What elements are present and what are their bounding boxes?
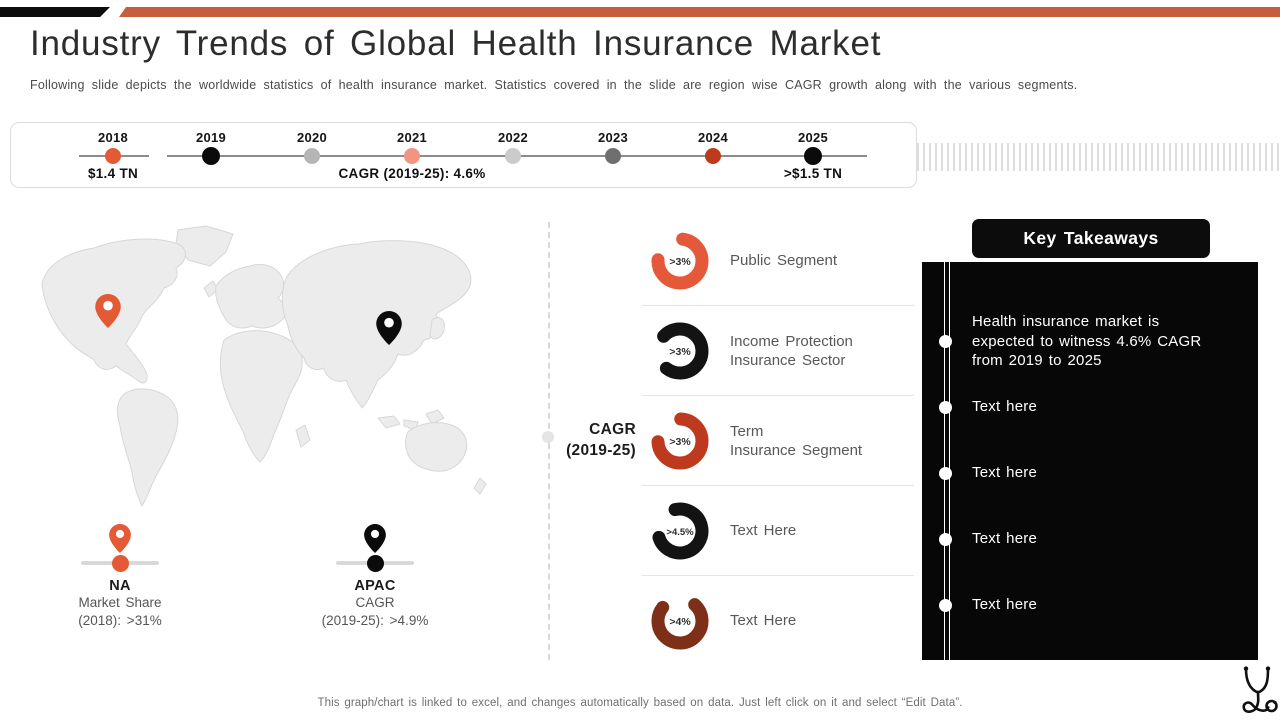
donut-label: Term Insurance Segment xyxy=(730,422,863,459)
legend-apac: APAC CAGR (2019-25): >4.9% xyxy=(285,524,465,629)
timeline-cagr-label: CAGR (2019-25): 4.6% xyxy=(338,166,486,181)
donut-value: >3% xyxy=(669,346,691,358)
divider-dot xyxy=(542,431,554,443)
cagr-group-label: CAGR (2019-25) xyxy=(566,421,636,459)
timeline-year: 2023 xyxy=(597,130,629,145)
donut-chart-icon: >4.5% xyxy=(651,502,709,559)
donut-label: Public Segment xyxy=(730,252,838,269)
donut-chart-icon: >4% xyxy=(651,592,709,649)
timeline-year: 2019 xyxy=(195,130,227,145)
map-japan xyxy=(429,317,445,340)
legend-region-name: APAC xyxy=(354,578,396,594)
key-takeaways-panel: Health insurance market is expected to w… xyxy=(922,262,1258,660)
map-greenland xyxy=(175,225,234,267)
timeline-start-value: $1.4 TN xyxy=(87,166,139,181)
timeline-dot-2025 xyxy=(804,147,822,165)
location-pin-na-icon xyxy=(95,294,121,328)
page-subtitle: Following slide depicts the worldwide st… xyxy=(30,78,1078,92)
legend-stat: CAGR (2019-25): >4.9% xyxy=(321,595,429,628)
location-pin-icon xyxy=(364,524,386,553)
accent-bar-orange xyxy=(119,7,1280,17)
map-madagascar xyxy=(295,424,311,448)
bullet-dot xyxy=(939,334,952,348)
map-indonesia xyxy=(425,409,445,425)
timeline-dot-2018 xyxy=(105,148,121,164)
donut-chart-icon: >3% xyxy=(651,412,709,469)
donut-row-term-insurance: >3% Term Insurance Segment xyxy=(642,396,914,486)
map-new-zealand xyxy=(473,477,487,495)
donut-label: Text Here xyxy=(730,612,797,629)
legend-line xyxy=(336,554,414,572)
map-south-america xyxy=(116,388,179,507)
legend-line xyxy=(81,554,159,572)
bullet-dot xyxy=(939,598,952,612)
donut-row-public-segment: >3% Public Segment xyxy=(642,216,914,306)
takeaway-item: Health insurance market is expected to w… xyxy=(972,313,1202,369)
takeaway-item: Text here xyxy=(972,596,1037,613)
timeline-dot-2021 xyxy=(404,148,420,164)
takeaway-item: Text here xyxy=(972,398,1037,415)
donut-chart-icon: >3% xyxy=(651,322,709,379)
donut-label: Text Here xyxy=(730,522,797,539)
donut-value: >4% xyxy=(669,616,691,628)
takeaway-item: Text here xyxy=(972,530,1037,547)
donut-row-text-here-1: >4.5% Text Here xyxy=(642,486,914,576)
timeline-dot-2023 xyxy=(605,148,621,164)
timeline-dot-2019 xyxy=(202,147,220,165)
map-europe xyxy=(215,263,286,329)
page-title: Industry Trends of Global Health Insuran… xyxy=(30,24,882,63)
key-takeaways-header: Key Takeaways xyxy=(972,219,1210,258)
takeaways-rail xyxy=(944,262,950,660)
donut-value: >4.5% xyxy=(666,527,694,538)
map-africa xyxy=(219,330,303,463)
timeline-dot-2024 xyxy=(705,148,721,164)
map-australia xyxy=(404,422,468,472)
takeaway-item: Text here xyxy=(972,464,1037,481)
donut-value: >3% xyxy=(669,256,691,268)
world-map xyxy=(41,225,487,507)
bullet-dot xyxy=(939,532,952,546)
decorative-stripes xyxy=(917,143,1280,171)
legend-dot xyxy=(111,554,129,572)
donut-chart-icon: >3% xyxy=(651,232,709,289)
legend-region-name: NA xyxy=(109,578,131,594)
location-pin-icon xyxy=(109,524,131,553)
timeline-year: 2025 xyxy=(797,130,829,145)
legend-dot xyxy=(366,554,384,572)
donut-row-text-here-2: >4% Text Here xyxy=(642,576,914,665)
map-indonesia xyxy=(377,415,401,429)
stethoscope-icon xyxy=(1242,666,1278,713)
timeline-year: 2024 xyxy=(697,130,729,145)
accent-bar-black xyxy=(0,7,110,17)
timeline-year: 2021 xyxy=(396,130,428,145)
timeline-dot-2022 xyxy=(505,148,521,164)
location-pin-apac-icon xyxy=(376,311,402,345)
bullet-dot xyxy=(939,400,952,414)
timeline-year: 2020 xyxy=(296,130,328,145)
footer-note: This graph/chart is linked to excel, and… xyxy=(317,697,963,709)
donut-row-income-protection: >3% Income Protection Insurance Sector xyxy=(642,306,914,396)
legend-stat: Market Share (2018): >31% xyxy=(78,595,162,628)
donut-value: >3% xyxy=(669,436,691,448)
timeline-end-value: >$1.5 TN xyxy=(783,166,843,181)
timeline-year: 2022 xyxy=(497,130,529,145)
timeline-year: 2018 xyxy=(97,130,129,145)
timeline-dot-2020 xyxy=(304,148,320,164)
timeline: 2018 2019 2020 2021 2022 2023 2024 2025 … xyxy=(10,122,917,188)
donut-label: Income Protection Insurance Sector xyxy=(730,332,853,369)
legend-na: NA Market Share (2018): >31% xyxy=(30,524,210,629)
bullet-dot xyxy=(939,466,952,480)
segment-donut-list: >3% Public Segment >3% Income Protection… xyxy=(642,216,914,665)
